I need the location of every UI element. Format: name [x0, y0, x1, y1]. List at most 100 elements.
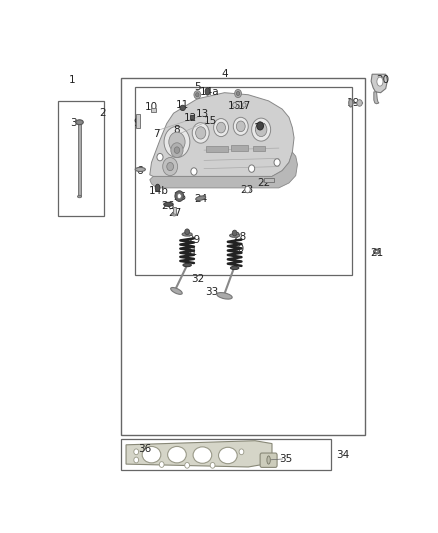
Text: 10: 10 — [145, 102, 158, 112]
Text: 5: 5 — [194, 82, 201, 92]
Circle shape — [134, 449, 138, 455]
Circle shape — [232, 230, 237, 236]
Circle shape — [235, 90, 241, 98]
Circle shape — [217, 122, 226, 133]
Ellipse shape — [164, 202, 173, 206]
Text: 35: 35 — [279, 454, 292, 464]
Circle shape — [162, 158, 178, 175]
Ellipse shape — [155, 184, 160, 191]
Circle shape — [192, 123, 209, 143]
Circle shape — [255, 123, 267, 136]
Ellipse shape — [374, 249, 380, 254]
Ellipse shape — [375, 251, 378, 253]
Text: 3: 3 — [70, 118, 77, 128]
Ellipse shape — [196, 196, 206, 200]
Ellipse shape — [205, 88, 210, 95]
Circle shape — [237, 92, 240, 95]
Ellipse shape — [219, 447, 237, 464]
Bar — [58, 101, 104, 216]
Text: 29: 29 — [187, 235, 201, 245]
Ellipse shape — [183, 263, 191, 266]
Circle shape — [191, 168, 197, 175]
Text: 16: 16 — [228, 101, 241, 111]
Text: 26: 26 — [162, 200, 175, 211]
Ellipse shape — [349, 99, 353, 107]
Text: 8: 8 — [173, 125, 180, 135]
Bar — [190, 115, 194, 119]
Text: 7: 7 — [153, 129, 160, 139]
Circle shape — [239, 449, 244, 455]
Circle shape — [175, 191, 184, 201]
Ellipse shape — [142, 447, 161, 463]
Ellipse shape — [377, 77, 383, 86]
Text: 11: 11 — [175, 100, 189, 110]
Text: 18: 18 — [254, 123, 267, 133]
Circle shape — [214, 118, 229, 136]
Ellipse shape — [168, 447, 186, 463]
Polygon shape — [150, 93, 294, 176]
Polygon shape — [126, 441, 272, 467]
Bar — [253, 147, 265, 151]
Text: 23: 23 — [240, 185, 253, 196]
Circle shape — [251, 118, 271, 141]
Circle shape — [185, 229, 190, 235]
Ellipse shape — [182, 232, 192, 236]
Ellipse shape — [171, 287, 182, 294]
Bar — [135, 115, 140, 127]
Circle shape — [177, 193, 181, 199]
Text: 19: 19 — [347, 98, 360, 108]
Bar — [173, 207, 176, 215]
Circle shape — [245, 186, 250, 193]
Text: 31: 31 — [184, 247, 198, 257]
Text: 14a: 14a — [199, 87, 219, 97]
Text: 9: 9 — [133, 118, 140, 128]
Circle shape — [194, 91, 201, 99]
Circle shape — [249, 165, 254, 172]
Text: 4: 4 — [221, 69, 228, 79]
Bar — [78, 123, 81, 196]
Text: 24: 24 — [194, 193, 207, 204]
Bar — [134, 86, 352, 276]
Circle shape — [167, 163, 173, 171]
Text: 30: 30 — [232, 245, 244, 254]
Text: 34: 34 — [336, 450, 349, 459]
Text: 2: 2 — [99, 108, 106, 118]
Text: 15: 15 — [204, 116, 218, 126]
Text: 17: 17 — [238, 101, 251, 111]
Text: 20: 20 — [376, 75, 389, 85]
Ellipse shape — [76, 120, 83, 125]
Text: 13: 13 — [196, 109, 209, 119]
Text: 25: 25 — [173, 192, 186, 203]
Ellipse shape — [267, 456, 270, 464]
Bar — [206, 147, 228, 152]
Text: 1: 1 — [68, 75, 75, 85]
Ellipse shape — [78, 195, 81, 198]
Polygon shape — [371, 74, 387, 93]
Circle shape — [257, 122, 264, 130]
Circle shape — [174, 147, 180, 154]
Bar — [121, 78, 365, 435]
Ellipse shape — [180, 105, 185, 110]
Circle shape — [196, 127, 206, 139]
Text: 32: 32 — [191, 273, 204, 284]
Circle shape — [210, 463, 215, 468]
Bar — [152, 108, 155, 112]
Text: 14b: 14b — [148, 186, 168, 196]
Circle shape — [134, 457, 138, 463]
Circle shape — [164, 126, 190, 158]
Text: 28: 28 — [233, 232, 247, 242]
Text: 22: 22 — [257, 178, 270, 188]
Text: 36: 36 — [138, 444, 152, 454]
Ellipse shape — [193, 447, 212, 463]
Circle shape — [157, 154, 163, 161]
Circle shape — [185, 463, 190, 468]
Circle shape — [169, 132, 185, 152]
Ellipse shape — [242, 103, 246, 107]
Circle shape — [171, 143, 183, 158]
Ellipse shape — [135, 167, 145, 172]
Text: 21: 21 — [371, 248, 384, 258]
Ellipse shape — [217, 293, 232, 299]
Ellipse shape — [230, 233, 240, 237]
Ellipse shape — [230, 266, 239, 270]
FancyBboxPatch shape — [260, 453, 277, 467]
